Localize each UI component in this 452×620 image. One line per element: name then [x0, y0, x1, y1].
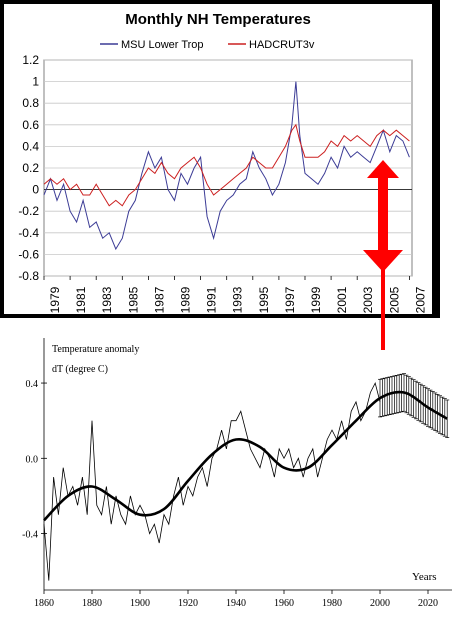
bottom-chart-ylabel-line1: Temperature anomaly: [52, 344, 139, 355]
top-x-tick-label: 2005: [387, 286, 401, 313]
top-chart-series: [43, 81, 410, 251]
top-chart-legend: MSU Lower Trop HADCRUT3v: [100, 39, 315, 51]
top-x-tick-label: 2007: [413, 286, 427, 313]
bottom-chart-error-bars: [378, 373, 450, 438]
bottom-chart: Temperature anomaly dT (degree C) Years …: [22, 338, 452, 609]
top-x-tick-label: 1991: [205, 286, 219, 313]
top-series-msu-line: [43, 81, 410, 251]
legend-msu-label: MSU Lower Trop: [121, 39, 204, 51]
top-y-tick-label: 0.2: [22, 161, 39, 175]
top-series-hadcrut-line: [43, 123, 410, 207]
top-chart-axes: 1.2 1 0.8 0.6 0.4 0.2 0 -0.2 -0.4 -0.6 -0.8 1979 198…: [18, 53, 427, 313]
top-y-tick-label: 1.2: [22, 53, 39, 67]
top-x-tick-label: 1995: [257, 286, 271, 313]
bottom-x-tick-label: 2000: [370, 598, 390, 609]
bottom-y-tick-label: 0.0: [26, 454, 39, 465]
bottom-x-tick-label: 1980: [322, 598, 342, 609]
top-y-tick-label: 0.8: [22, 96, 39, 110]
bottom-x-tick-label: 1940: [226, 598, 246, 609]
top-x-tick-label: 1981: [74, 286, 88, 313]
bottom-x-tick-label: 1900: [130, 598, 150, 609]
bottom-y-tick-label: 0.4: [26, 379, 39, 390]
top-y-tick-label: -0.2: [18, 204, 39, 218]
top-x-tick-label: 1983: [100, 286, 114, 313]
top-y-tick-label: 0.6: [22, 118, 39, 132]
top-y-tick-label: -0.8: [18, 269, 39, 283]
bottom-chart-series: [43, 381, 448, 581]
top-x-tick-label: 1985: [126, 286, 140, 313]
top-y-tick-label: 0.4: [22, 139, 39, 153]
top-x-tick-label: 1989: [178, 286, 192, 313]
bottom-y-tick-label: -0.4: [22, 530, 38, 541]
bottom-series-smooth-curve: [43, 390, 448, 522]
legend-hadcrut-label: HADCRUT3v: [249, 39, 315, 51]
bottom-x-tick-label: 1920: [178, 598, 198, 609]
bottom-series-observed-line: [43, 381, 381, 581]
bottom-chart-ylabel-line2: dT (degree C): [52, 364, 108, 375]
top-y-tick-label: 1: [32, 75, 39, 89]
bottom-x-tick-label: 1880: [82, 598, 102, 609]
top-y-tick-label: -0.4: [18, 226, 39, 240]
top-y-tick-label: -0.6: [18, 247, 39, 261]
top-chart-grid: [43, 59, 413, 277]
bottom-chart-axes: 0.4 0.0 -0.4 1860 1880 1900 1920 1940 1960 1980 20…: [22, 338, 452, 609]
top-x-tick-label: 1987: [152, 286, 166, 313]
bottom-x-tick-label: 1960: [274, 598, 294, 609]
top-x-tick-label: 1993: [231, 286, 245, 313]
top-x-tick-label: 1997: [283, 286, 297, 313]
bottom-x-tick-label: 1860: [34, 598, 54, 609]
bottom-chart-xlabel: Years: [412, 571, 437, 583]
bottom-x-tick-label: 2020: [418, 598, 438, 609]
top-x-tick-label: 2001: [335, 286, 349, 313]
top-x-tick-label: 1979: [48, 286, 62, 313]
top-x-tick-label: 2003: [361, 286, 375, 313]
top-y-tick-label: 0: [32, 183, 39, 197]
top-x-tick-label: 1999: [309, 286, 323, 313]
top-chart: Monthly NH Temperatures MSU Lower Trop H…: [4, 4, 432, 314]
top-chart-title: Monthly NH Temperatures: [125, 11, 311, 28]
